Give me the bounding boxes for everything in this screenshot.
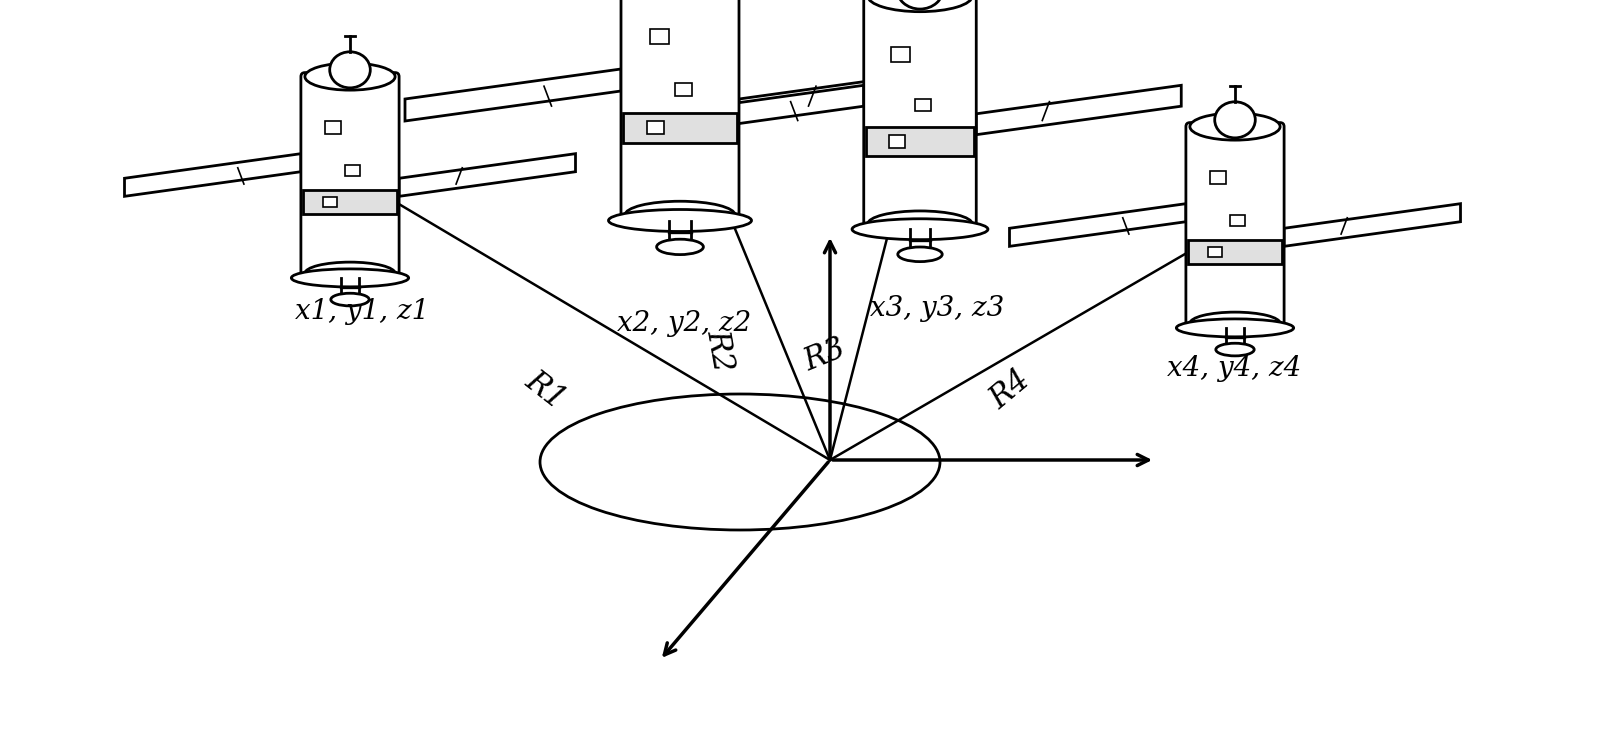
FancyBboxPatch shape bbox=[622, 0, 738, 219]
Ellipse shape bbox=[1214, 102, 1256, 138]
Ellipse shape bbox=[1191, 113, 1280, 140]
Bar bbox=[326, 121, 340, 134]
Polygon shape bbox=[125, 154, 300, 197]
Bar bbox=[892, 47, 909, 62]
Ellipse shape bbox=[868, 0, 972, 12]
Polygon shape bbox=[658, 85, 865, 135]
Ellipse shape bbox=[1176, 319, 1294, 337]
Bar bbox=[866, 127, 975, 156]
Bar bbox=[888, 135, 904, 148]
Ellipse shape bbox=[331, 293, 369, 306]
Polygon shape bbox=[1285, 204, 1461, 246]
Polygon shape bbox=[976, 85, 1181, 135]
Text: x3, y3, z3: x3, y3, z3 bbox=[869, 295, 1004, 322]
Polygon shape bbox=[404, 69, 622, 121]
Bar bbox=[345, 165, 360, 176]
Text: x4, y4, z4: x4, y4, z4 bbox=[1167, 355, 1301, 382]
Text: R3: R3 bbox=[799, 332, 850, 378]
Bar bbox=[304, 190, 396, 214]
FancyBboxPatch shape bbox=[1186, 122, 1285, 327]
Ellipse shape bbox=[291, 269, 409, 287]
Bar bbox=[1187, 240, 1282, 264]
FancyBboxPatch shape bbox=[300, 73, 400, 278]
Polygon shape bbox=[1010, 204, 1186, 246]
Bar bbox=[623, 113, 737, 143]
FancyBboxPatch shape bbox=[865, 0, 976, 228]
Text: x1, y1, z1: x1, y1, z1 bbox=[296, 298, 430, 325]
Ellipse shape bbox=[1216, 344, 1254, 356]
Text: x2, y2, z2: x2, y2, z2 bbox=[617, 310, 751, 337]
Text: R2: R2 bbox=[702, 326, 738, 373]
Bar bbox=[914, 99, 932, 111]
Text: R4: R4 bbox=[984, 364, 1036, 416]
Bar bbox=[323, 197, 337, 207]
Ellipse shape bbox=[1191, 312, 1280, 335]
Polygon shape bbox=[738, 69, 956, 121]
Ellipse shape bbox=[852, 219, 988, 240]
Bar bbox=[1208, 246, 1222, 257]
Ellipse shape bbox=[898, 247, 943, 262]
Ellipse shape bbox=[625, 201, 735, 229]
Ellipse shape bbox=[868, 211, 972, 237]
Bar bbox=[650, 29, 670, 45]
Bar bbox=[1210, 171, 1226, 183]
Polygon shape bbox=[400, 154, 575, 197]
Ellipse shape bbox=[329, 52, 371, 88]
Ellipse shape bbox=[305, 63, 395, 90]
Ellipse shape bbox=[657, 239, 703, 255]
Ellipse shape bbox=[305, 262, 395, 285]
Ellipse shape bbox=[896, 0, 943, 9]
Ellipse shape bbox=[609, 209, 751, 232]
Bar bbox=[647, 122, 665, 134]
Bar bbox=[1230, 215, 1245, 226]
Bar bbox=[674, 83, 692, 96]
Text: R1: R1 bbox=[519, 365, 570, 416]
